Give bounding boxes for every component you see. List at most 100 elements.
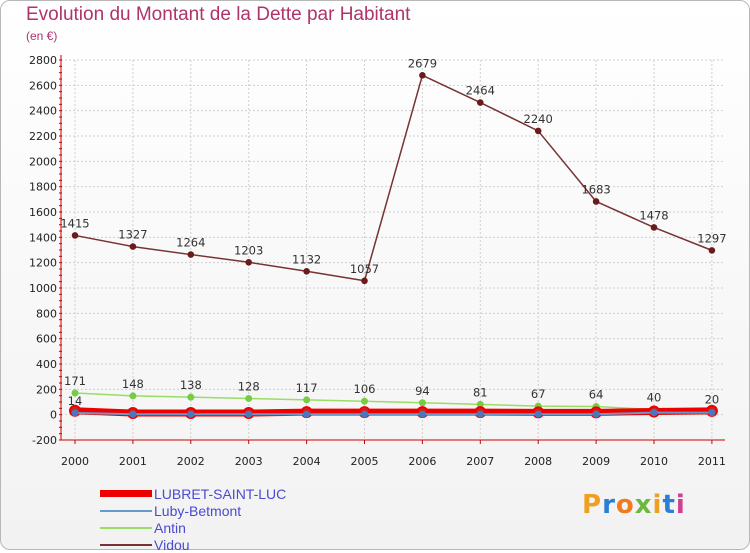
data-point [361, 397, 368, 405]
data-point [303, 267, 310, 275]
data-label: 138 [180, 378, 202, 392]
data-point [303, 396, 311, 404]
data-point [187, 251, 195, 258]
y-tick-label: 2800 [29, 54, 57, 67]
legend-label: Antin [154, 519, 186, 536]
logo-letter: t [662, 490, 676, 520]
legend-item: Antin [100, 519, 286, 536]
y-tick-label: -200 [32, 434, 57, 447]
chart-subtitle: (en €) [26, 29, 58, 43]
data-point [650, 409, 658, 417]
data-label: 117 [296, 381, 318, 395]
data-label: 106 [354, 382, 376, 396]
logo-letter: o [615, 490, 635, 520]
legend-label: LUBRET-SAINT-LUC [154, 485, 287, 502]
data-point [419, 72, 426, 79]
data-label: 94 [415, 384, 430, 398]
data-label: 148 [122, 377, 144, 391]
series-lines [69, 72, 718, 420]
y-tick-label: 0 [50, 409, 57, 422]
data-point [129, 392, 137, 400]
x-tick-label: 2011 [698, 455, 726, 468]
y-tick-label: 2600 [29, 79, 57, 92]
logo-letter: i [652, 490, 663, 520]
data-label: 1683 [581, 182, 610, 196]
axes: -200 0 200 400 600 800 1000 1200 1400 1600 1800 200… [29, 54, 726, 468]
legend-swatch [100, 543, 152, 546]
chart-legend: LUBRET-SAINT-LUC Luby-Betmont Antin Vidou [100, 485, 286, 553]
x-tick-label: 2003 [235, 455, 263, 468]
data-point [476, 400, 484, 408]
data-label: 67 [531, 387, 546, 401]
data-point [418, 399, 426, 407]
data-point [361, 277, 368, 285]
legend-swatch [100, 490, 152, 497]
data-label: 64 [589, 388, 604, 402]
data-label: 81 [473, 385, 488, 399]
y-tick-label: 1400 [29, 231, 57, 244]
y-tick-label: 2200 [29, 130, 57, 143]
data-point [592, 410, 600, 418]
y-tick-label: 1000 [29, 282, 57, 295]
y-tick-label: 1600 [29, 206, 57, 219]
data-label: 2240 [524, 112, 553, 126]
data-point [534, 410, 542, 418]
series-line-luby-betmont [74, 411, 712, 416]
y-tick-label: 200 [36, 383, 57, 396]
y-tick-label: 2400 [29, 105, 57, 118]
data-label: 20 [705, 393, 720, 407]
data-point [71, 232, 79, 239]
x-tick-label: 2008 [524, 455, 552, 468]
legend-label: Vidou [154, 536, 190, 553]
data-point [187, 410, 195, 418]
x-tick-label: 2004 [293, 455, 321, 468]
data-point [187, 393, 195, 401]
series-line-lubret-saint-luc [74, 407, 712, 417]
data-label: 171 [64, 374, 86, 388]
data-label: 1057 [350, 262, 379, 276]
data-label: 1327 [118, 228, 147, 242]
series-line-antin [74, 392, 712, 413]
data-point [592, 198, 600, 205]
x-tick-label: 2001 [119, 455, 147, 468]
data-point [245, 394, 253, 402]
x-tick-label: 2005 [351, 455, 379, 468]
data-point [476, 410, 484, 418]
data-point [245, 410, 253, 418]
legend-item: Vidou [100, 536, 286, 553]
data-point [129, 410, 137, 418]
series-line-vidou [74, 74, 713, 282]
data-point [477, 99, 484, 106]
chart-title: Evolution du Montant de la Dette par Hab… [26, 4, 411, 25]
data-label: 2679 [408, 56, 437, 70]
data-point [71, 409, 79, 417]
data-point [650, 224, 658, 231]
data-label: 40 [647, 391, 662, 405]
proxiti-logo: Proxiti [582, 490, 686, 520]
data-label: 1264 [176, 236, 205, 250]
x-tick-label: 2009 [582, 455, 610, 468]
data-label: 1478 [639, 208, 668, 222]
data-point [534, 127, 542, 135]
data-point [303, 410, 311, 418]
legend-swatch [100, 509, 152, 512]
legend-swatch [100, 526, 152, 529]
data-label: 2464 [466, 84, 495, 98]
logo-letter: i [675, 490, 686, 520]
data-point [418, 410, 426, 418]
y-tick-label: 800 [36, 307, 57, 320]
y-tick-label: 600 [36, 333, 57, 346]
legend-item: Luby-Betmont [100, 502, 286, 519]
y-tick-label: 400 [36, 358, 57, 371]
data-label: 14 [68, 394, 83, 408]
data-point [245, 258, 252, 266]
x-tick-label: 2010 [640, 455, 668, 468]
data-point [708, 409, 716, 417]
data-label: 1415 [60, 216, 89, 230]
data-point [129, 243, 137, 250]
data-point [71, 389, 79, 397]
data-label: 1203 [234, 243, 263, 257]
data-point [708, 247, 716, 254]
